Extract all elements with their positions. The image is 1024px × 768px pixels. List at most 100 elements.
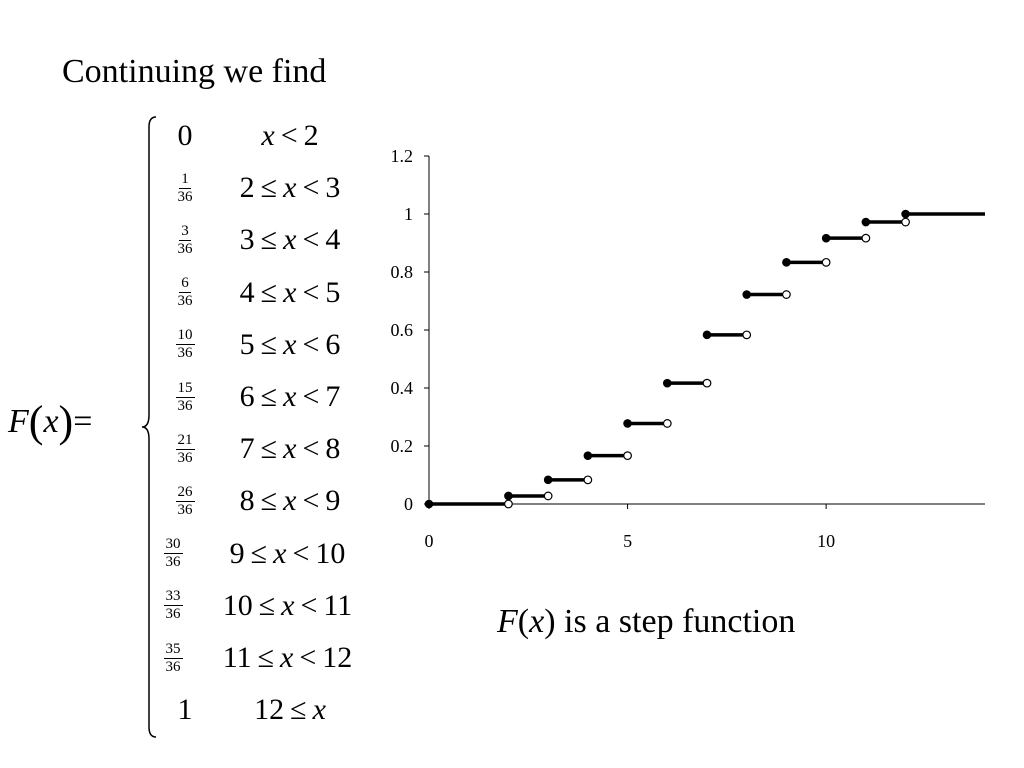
caption-text: is a step function (555, 603, 796, 640)
closed-endpoint (821, 233, 831, 243)
case-value-text: 1 (177, 693, 193, 727)
y-tick-label: 0.6 (391, 320, 414, 340)
fraction-denominator: 36 (177, 449, 193, 466)
closed-endpoint (583, 451, 593, 460)
condition-token: 7 (239, 432, 255, 466)
fraction-numerator: 10 (175, 327, 195, 346)
condition-token: x (283, 275, 297, 309)
fraction-denominator: 36 (165, 606, 181, 623)
case-value: 1 36 (170, 162, 200, 214)
closed-endpoint (543, 475, 553, 485)
closed-endpoint (623, 419, 632, 428)
case-row: 33 36 10 ≤ x <11 (0, 580, 380, 632)
fraction-numerator: 35 (163, 640, 183, 659)
case-row: 21 36 7 ≤ x <8 (0, 423, 380, 475)
left-brace (141, 116, 157, 738)
fraction: 33 36 (163, 588, 183, 623)
lhs-var: x (43, 403, 59, 440)
case-value: 3 36 (170, 214, 200, 266)
case-row: 1 12 ≤ x (0, 684, 380, 736)
condition-token: 11 (222, 641, 252, 674)
fraction-denominator: 36 (177, 345, 193, 362)
caption-var: x (529, 603, 545, 640)
condition-token: x (273, 536, 287, 570)
condition-token: x (283, 327, 297, 361)
case-condition: 6 ≤ x <7 (215, 371, 365, 423)
case-condition: 3 ≤ x <4 (215, 214, 365, 266)
case-condition: 9 ≤ x <10 (205, 528, 370, 580)
condition-token: x (283, 171, 297, 205)
condition-token: < (302, 484, 320, 518)
condition-token: x (283, 484, 297, 518)
fraction-denominator: 36 (165, 658, 181, 675)
fraction: 6 36 (176, 275, 195, 310)
caption-func: F (497, 603, 518, 640)
condition-token: 12 (254, 693, 285, 727)
fraction-denominator: 36 (177, 501, 193, 518)
condition-token: ≤ (250, 536, 268, 570)
case-condition: 5 ≤ x <6 (215, 319, 365, 371)
open-endpoint (821, 257, 831, 267)
condition-token: 7 (325, 380, 341, 413)
condition-token: 10 (222, 588, 253, 622)
lhs-equals: = (73, 403, 93, 440)
open-endpoint (623, 451, 632, 461)
case-row: 0 x <2 (0, 110, 380, 162)
condition-token: 2 (239, 171, 255, 205)
case-condition: 7 ≤ x <8 (215, 423, 365, 475)
condition-token: x (283, 432, 297, 466)
fraction: 15 36 (175, 380, 195, 415)
lhs-func: F (8, 403, 29, 440)
case-condition: 2 ≤ x <3 (215, 162, 365, 214)
condition-token: ≤ (290, 693, 307, 727)
case-row: 10 36 5 ≤ x <6 (0, 319, 380, 371)
open-endpoint (702, 378, 712, 388)
fraction-numerator: 1 (179, 170, 191, 189)
condition-token: 6 (239, 380, 255, 413)
y-tick-label: 1 (404, 204, 413, 224)
fraction: 30 36 (163, 536, 183, 571)
case-value: 35 36 (158, 632, 188, 684)
condition-token: x (283, 223, 297, 257)
case-value: 26 36 (170, 475, 200, 527)
y-tick-label: 0.2 (391, 436, 414, 456)
case-value: 10 36 (170, 319, 200, 371)
condition-token: < (302, 432, 320, 466)
fraction-denominator: 36 (177, 397, 193, 414)
condition-token: 4 (325, 223, 341, 257)
condition-token: ≤ (260, 327, 278, 361)
condition-token: x (283, 380, 297, 413)
case-value: 6 36 (170, 267, 200, 319)
case-value: 15 36 (170, 371, 200, 423)
case-value-text: 0 (177, 119, 193, 152)
condition-token: 4 (239, 275, 255, 309)
fraction-denominator: 36 (177, 188, 193, 205)
condition-token: < (302, 171, 320, 205)
condition-token: 9 (325, 484, 341, 518)
case-value: 0 (170, 110, 200, 162)
fraction-denominator: 36 (177, 293, 193, 310)
fraction-numerator: 26 (175, 483, 195, 502)
condition-token: ≤ (260, 171, 278, 205)
open-endpoint (742, 330, 752, 340)
open-endpoint (543, 491, 553, 501)
case-row: 26 36 8 ≤ x <9 (0, 475, 380, 527)
closed-endpoint (424, 499, 434, 509)
fraction: 1 36 (176, 171, 195, 206)
open-endpoint (583, 475, 593, 485)
condition-token: 8 (325, 432, 341, 466)
case-value: 33 36 (158, 580, 188, 632)
lhs-close-paren: ) (58, 397, 74, 446)
case-row: 6 36 4 ≤ x <5 (0, 267, 380, 319)
fraction: 10 36 (175, 327, 195, 362)
closed-endpoint (662, 378, 672, 388)
condition-token: < (292, 536, 310, 570)
fraction: 21 36 (175, 432, 195, 467)
condition-token: < (299, 641, 317, 674)
fraction-denominator: 36 (177, 240, 193, 257)
y-tick-label: 0.8 (391, 262, 414, 282)
condition-token: ≤ (258, 588, 276, 622)
closed-endpoint (702, 330, 712, 340)
case-condition: 12 ≤ x (215, 684, 365, 736)
case-row: 3 36 3 ≤ x <4 (0, 214, 380, 266)
